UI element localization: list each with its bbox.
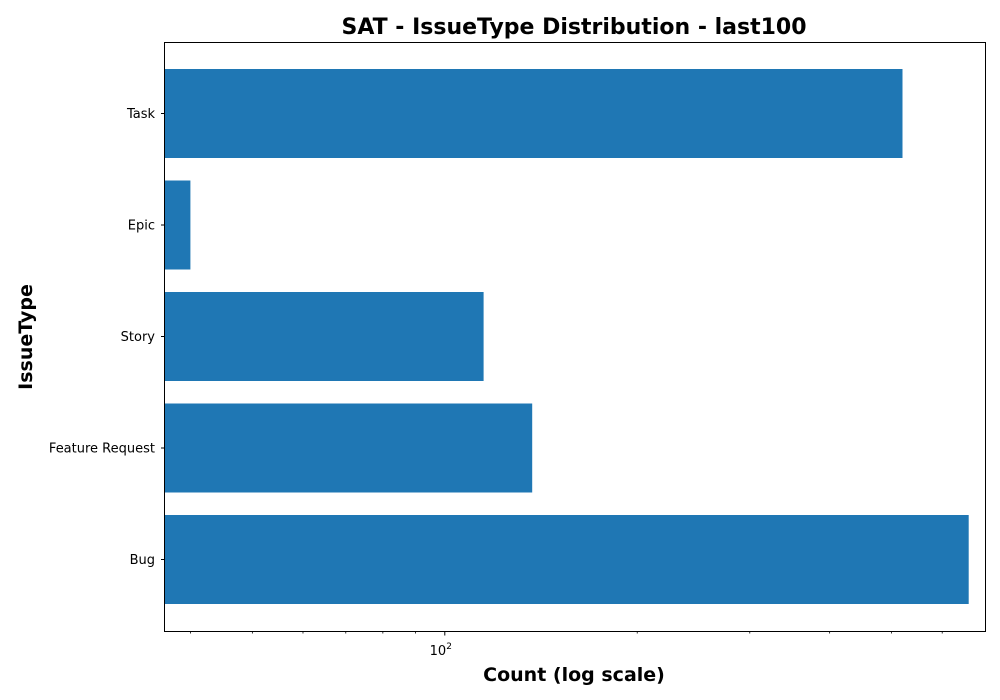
y-tick-label-story: Story xyxy=(121,330,156,345)
y-tick-label-task: Task xyxy=(126,107,156,122)
bar-epic xyxy=(165,180,191,270)
bar-story xyxy=(165,292,484,381)
bars-group xyxy=(165,69,969,604)
y-axis-ticks: Task Epic Story Feature Request Bug xyxy=(49,107,165,568)
bar-feature-request xyxy=(165,403,533,493)
y-tick-label-feature-request: Feature Request xyxy=(49,442,155,457)
y-tick-label-epic: Epic xyxy=(128,219,155,234)
plot-frame xyxy=(164,42,986,632)
y-tick-label-bug: Bug xyxy=(130,553,155,568)
x-axis-label: Count (log scale) xyxy=(483,664,665,686)
x-tick-label: 102 xyxy=(430,642,452,659)
chart-title: SAT - IssueType Distribution - last100 xyxy=(341,15,806,40)
bar-bug xyxy=(165,515,969,604)
y-axis-label: IssueType xyxy=(15,284,37,390)
x-axis-ticks: 102 xyxy=(190,631,943,659)
bar-task xyxy=(165,69,903,158)
